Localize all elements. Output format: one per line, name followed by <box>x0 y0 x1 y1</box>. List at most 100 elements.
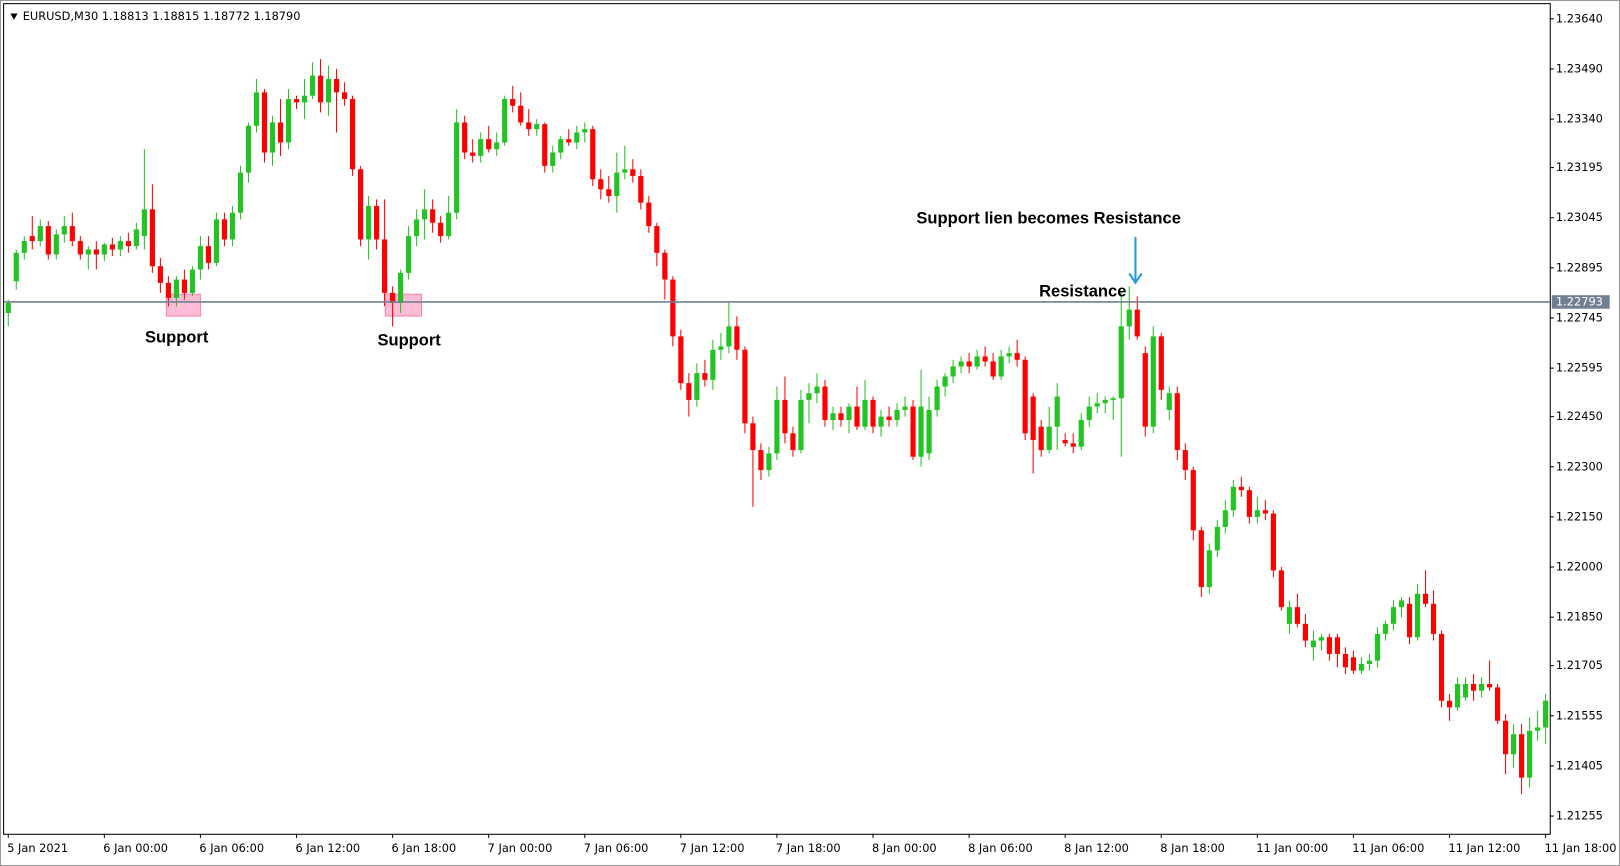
candle-body <box>630 169 636 176</box>
candle-body <box>1118 326 1124 399</box>
candle-body <box>13 252 19 282</box>
candle-body <box>590 129 596 180</box>
x-tick-label: 8 Jan 12:00 <box>1064 841 1129 855</box>
candle-body <box>1334 637 1341 654</box>
candle-body <box>333 78 340 93</box>
y-tick-label: 1.23490 <box>1556 61 1603 75</box>
candle-body <box>1519 734 1525 778</box>
y-tick-label: 1.23045 <box>1556 210 1603 224</box>
candle-body <box>382 239 388 293</box>
candle-body <box>1502 720 1509 755</box>
candle-body <box>990 361 996 377</box>
candle-body <box>309 75 316 96</box>
candle-body <box>430 209 436 223</box>
candle-body <box>69 226 75 242</box>
candle-body <box>1294 607 1300 624</box>
candle-body <box>374 206 380 240</box>
candle-body <box>558 139 564 153</box>
candle-body <box>1462 684 1469 698</box>
candle-body <box>486 139 492 150</box>
candle-body <box>414 219 420 237</box>
candle-body <box>1030 396 1036 441</box>
candle-body <box>1398 600 1405 608</box>
y-tick-label: 1.22895 <box>1556 260 1603 274</box>
candle-body <box>117 241 123 250</box>
candle-body <box>1102 399 1108 404</box>
candle-body <box>133 229 139 247</box>
candle-body <box>229 212 236 240</box>
candle-body <box>662 252 668 280</box>
candle-body <box>85 249 91 255</box>
candle-body <box>502 99 508 143</box>
candle-body <box>1054 396 1060 427</box>
candle-body <box>1302 623 1308 641</box>
x-tick-label: 11 Jan 18:00 <box>1545 841 1617 855</box>
candle-body <box>470 152 476 156</box>
candle-body <box>1390 607 1397 624</box>
candle-body <box>478 139 484 156</box>
candle-body <box>814 386 820 394</box>
candle-body <box>1038 426 1044 451</box>
candle-body <box>1422 593 1429 604</box>
candle-body <box>1238 486 1244 491</box>
candle-body <box>189 269 196 293</box>
candle-body <box>1406 603 1413 638</box>
candle-body <box>341 92 348 100</box>
candle-body <box>422 209 428 220</box>
candle-body <box>1158 336 1164 390</box>
candle-body <box>293 99 300 103</box>
candle-body <box>686 383 692 400</box>
candle-body <box>998 356 1004 377</box>
x-tick-label: 11 Jan 06:00 <box>1352 841 1424 855</box>
candle-body <box>694 373 700 400</box>
candle-body <box>1006 353 1012 357</box>
candle-body <box>950 366 956 377</box>
candle-body <box>534 124 540 130</box>
x-tick-label: 7 Jan 18:00 <box>776 841 841 855</box>
candle-body <box>1182 450 1188 471</box>
y-tick-label: 1.21850 <box>1556 610 1603 624</box>
candle-body <box>245 125 252 173</box>
candle-body <box>894 409 900 420</box>
candle-body <box>766 453 772 471</box>
annotation: Support lien becomes Resistance <box>916 209 1181 228</box>
candle-body <box>702 373 708 380</box>
candle-body <box>942 376 948 387</box>
x-tick-label: 8 Jan 18:00 <box>1160 841 1225 855</box>
candle-body <box>1511 734 1517 755</box>
candle-body <box>622 169 628 173</box>
candle-body <box>446 212 452 237</box>
x-tick-label: 7 Jan 12:00 <box>680 841 745 855</box>
candle-body <box>870 399 876 427</box>
candle-body <box>1134 309 1140 337</box>
candle-body <box>93 249 99 255</box>
candle-body <box>213 219 220 263</box>
candle-body <box>526 122 532 130</box>
candle-body <box>125 241 131 247</box>
candle-body <box>1535 727 1541 731</box>
menu-triangle[interactable] <box>10 13 18 20</box>
candle-body <box>886 416 892 420</box>
candle-body <box>734 326 740 350</box>
candle-body <box>237 172 244 213</box>
x-tick-label: 5 Jan 2021 <box>7 841 68 855</box>
candle-body <box>53 234 59 255</box>
candle-body <box>109 244 115 250</box>
candle-body <box>1246 490 1252 517</box>
candle-body <box>878 416 884 427</box>
candle-body <box>1470 684 1477 691</box>
candle-body <box>582 129 588 133</box>
candle-body <box>173 279 179 298</box>
candle-body <box>982 356 988 362</box>
candle-body <box>277 122 284 143</box>
candle-body <box>221 219 228 240</box>
candle-body <box>261 92 268 153</box>
candle-body <box>550 152 556 166</box>
candle-body <box>862 399 868 427</box>
y-tick-label: 1.23640 <box>1556 11 1603 25</box>
candle-body <box>317 75 324 103</box>
candle-body <box>438 222 444 237</box>
candle-body <box>45 226 51 255</box>
